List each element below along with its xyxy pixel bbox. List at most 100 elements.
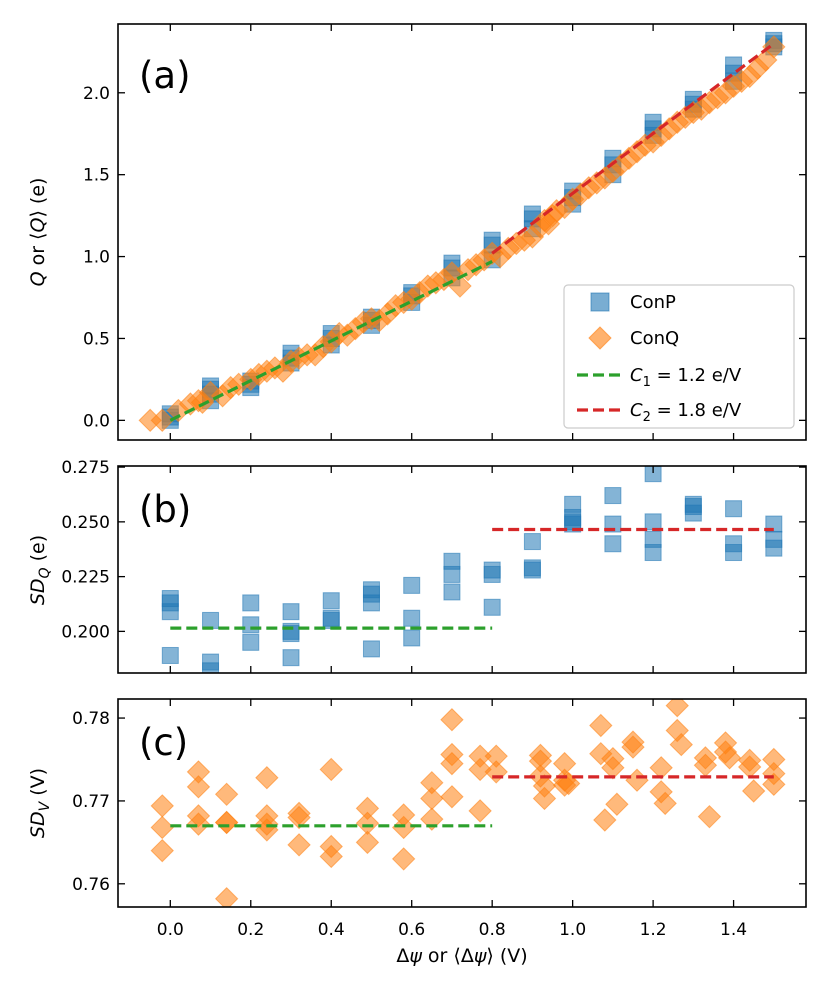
panel-c-conq-point <box>287 805 311 830</box>
panel-c-conq-point <box>319 844 343 869</box>
panel-b-conp-point <box>242 616 260 634</box>
panel-b-conp-point <box>483 561 501 579</box>
panel-c-conq-point <box>653 791 677 816</box>
panel-c-conq-point <box>186 812 211 836</box>
panel-c-conq-point <box>593 808 617 832</box>
panel-c-conq-point <box>665 699 689 718</box>
panel-c-conq-point <box>532 786 557 811</box>
panel-a: (a) Q or ⟨Q⟩ (e) 0.0 0.5 1.0 1.5 2.0 ConP Co… <box>27 23 807 441</box>
panel-c-conq-point <box>150 838 174 863</box>
panel-c-conq-point <box>440 751 464 776</box>
panel-c-conq-point <box>150 794 174 818</box>
legend-conq-marker <box>588 326 612 350</box>
panel-c-conq-point <box>319 757 343 782</box>
panel-c-conq-point <box>391 815 416 840</box>
panel-a-conq-point <box>762 35 786 59</box>
legend-conq-label: ConQ <box>630 328 679 349</box>
panel-b-frame <box>117 465 807 674</box>
panel-b-conp-point <box>403 576 421 594</box>
panel-c-y-tick-label: 0.76 <box>72 875 110 895</box>
panel-c-conq-point <box>214 782 239 807</box>
panel-c-conq-point <box>605 792 629 816</box>
panel-c-conq-point <box>355 830 380 855</box>
x-tick-label: 0.4 <box>318 920 345 940</box>
panel-a-plot-area <box>138 31 786 433</box>
panel-c-conq-point <box>762 772 786 797</box>
panel-b-conp-point <box>443 583 461 601</box>
panel-b-conp-point <box>644 466 662 483</box>
panel-b-conp-point <box>242 633 260 651</box>
legend-c1-label: C1 = 1.2 e/V <box>630 365 742 390</box>
panel-a-y-tick-label: 1.0 <box>83 248 110 268</box>
panel-c-ylabel: SDV (V) <box>27 768 53 838</box>
panel-b-conp-point <box>604 535 622 553</box>
panel-b-conp-point <box>765 530 783 548</box>
legend-c2-label: C2 = 1.8 e/V <box>630 400 742 425</box>
panel-c-conq-point <box>440 708 464 732</box>
panel-c: (c) SDV (V) 0.0 0.2 0.4 0.6 0.8 1.0 1.2 1.4 0.76… <box>27 698 807 940</box>
panel-b-conp-point <box>604 487 622 505</box>
panel-c-conq-point <box>669 732 693 757</box>
panel-c-plot-area <box>150 699 786 907</box>
panel-b-conp-point <box>644 513 662 531</box>
panel-c-conq-point <box>589 713 613 738</box>
x-axis-label: Δψ or ⟨Δψ⟩ (V) <box>396 945 527 967</box>
panel-b-conp-point <box>644 530 662 548</box>
panel-b: (b) SDQ (e) 0.200 0.225 0.250 0.275 <box>27 458 807 674</box>
panel-c-frame <box>117 698 807 908</box>
legend-conp-label: ConP <box>630 292 676 313</box>
panel-c-conq-point <box>625 768 649 792</box>
panel-b-label: (b) <box>139 488 191 531</box>
panel-a-ticks: 0.0 0.5 1.0 1.5 2.0 <box>83 24 806 440</box>
panel-c-conq-point <box>440 785 464 809</box>
panel-b-y-tick-label: 0.225 <box>61 568 110 588</box>
panel-c-conq-point <box>214 810 239 835</box>
panel-a-y-tick-label: 2.0 <box>83 84 110 104</box>
panel-c-conq-point <box>391 847 416 871</box>
panel-c-conq-point <box>420 786 444 811</box>
panel-a-y-tick-label: 0.0 <box>83 411 110 431</box>
panel-a-frame <box>117 23 807 441</box>
panel-b-y-tick-label: 0.275 <box>61 458 110 478</box>
x-tick-label: 1.0 <box>559 920 586 940</box>
panel-a-label: (a) <box>139 54 191 97</box>
panel-b-conp-point <box>322 592 340 610</box>
panel-b-conp-point <box>523 533 541 551</box>
panel-b-y-tick-label: 0.200 <box>61 622 110 642</box>
panel-b-plot-area <box>161 466 783 673</box>
panel-b-conp-point <box>684 495 702 513</box>
panel-b-conp-point <box>282 649 300 667</box>
panel-b-ylabel: SDQ (e) <box>27 535 53 605</box>
panel-a-fit-line-c2 <box>491 42 775 255</box>
panel-b-conp-point <box>403 609 421 627</box>
panel-c-conq-point <box>697 804 722 829</box>
legend: ConP ConQ C1 = 1.2 e/V C2 = 1.8 e/V <box>563 284 795 429</box>
panel-c-conq-point <box>601 756 625 780</box>
panel-b-conp-point <box>202 611 220 629</box>
x-tick-label: 0.8 <box>479 920 506 940</box>
panel-c-conq-point <box>621 735 645 759</box>
panel-b-conp-point <box>362 640 380 658</box>
panel-b-conp-point <box>242 594 260 612</box>
panel-c-y-tick-label: 0.77 <box>72 792 110 812</box>
panel-c-conq-point <box>717 746 742 770</box>
x-tick-label: 0.2 <box>237 920 264 940</box>
panel-c-conq-point <box>186 775 211 799</box>
panel-a-y-tick-label: 1.5 <box>83 166 110 186</box>
panel-c-y-tick-label: 0.78 <box>72 709 110 729</box>
panel-c-conq-point <box>484 760 508 784</box>
panel-c-ticks: 0.0 0.2 0.4 0.6 0.8 1.0 1.2 1.4 0.76 0.77 0.78 <box>72 699 806 940</box>
x-tick-label: 1.4 <box>720 920 747 940</box>
panel-a-y-tick-label: 0.5 <box>83 329 110 349</box>
panel-c-conq-point <box>468 757 492 782</box>
panel-c-conq-point <box>355 811 380 836</box>
panel-b-conp-point <box>161 646 179 664</box>
panel-c-conq-point <box>150 815 174 840</box>
panel-b-conp-point <box>322 609 340 627</box>
legend-box <box>563 284 795 429</box>
panel-c-conq-point <box>255 766 279 790</box>
panel-c-conq-point <box>214 887 239 907</box>
panel-c-conq-point <box>255 812 279 836</box>
panel-c-conq-point <box>468 799 492 823</box>
